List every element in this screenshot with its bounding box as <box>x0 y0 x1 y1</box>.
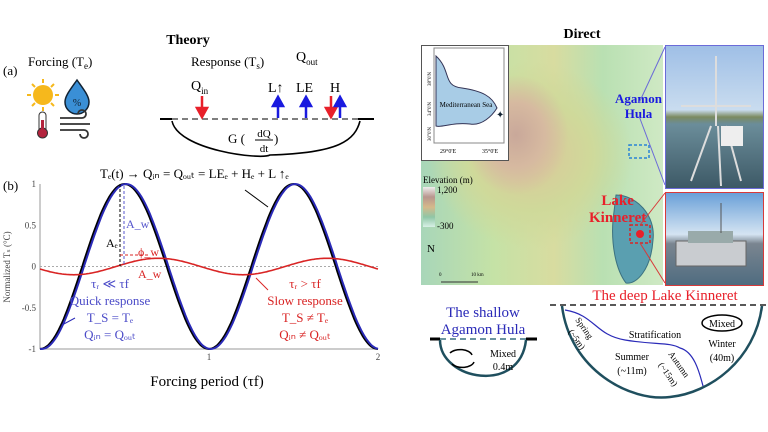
lake-kinneret-shape <box>612 194 654 284</box>
agamon-label: Agamon Hula <box>615 91 662 121</box>
elevation-max: 1,200 <box>437 185 458 195</box>
callout-lines <box>638 46 666 284</box>
winter-depth: (40m) <box>710 353 734 364</box>
l-up-label: L↑ <box>268 81 284 96</box>
svg-text:✦: ✦ <box>496 110 504 121</box>
y-tick-label: 1 <box>32 179 37 189</box>
stratification-label: Stratification <box>629 330 681 341</box>
h-label: H <box>330 81 340 96</box>
svg-text:T_S = Tₑ: T_S = Tₑ <box>87 310 134 325</box>
flux-arrows <box>194 94 348 120</box>
svg-text:τᵣ ≪ τf: τᵣ ≪ τf <box>91 276 130 291</box>
sun-icon <box>27 79 59 111</box>
agamon-station-marker <box>628 144 650 159</box>
g-close: ) <box>274 131 278 146</box>
response-label: Response (Ts) <box>191 54 264 71</box>
g-numerator: dQ <box>257 128 271 140</box>
g-label: G ( <box>228 131 245 146</box>
mediterranean-label: Mediterranean Sea <box>439 101 493 109</box>
svg-text:Quick response: Quick response <box>70 293 151 308</box>
svg-text:34°0'N: 34°0'N <box>428 102 433 116</box>
x-axis-label: Forcing period (τf) <box>150 374 264 390</box>
svg-text:29°0'E: 29°0'E <box>440 148 456 155</box>
kinneret-label: Lake Kinneret <box>589 193 647 226</box>
y-tick-label: -0.5 <box>22 303 37 313</box>
svg-text:τᵣ > τf: τᵣ > τf <box>289 276 321 291</box>
svg-text:38°0'N: 38°0'N <box>428 72 433 86</box>
forcing-label: Forcing (Te) <box>28 54 92 71</box>
water-body-diagram <box>160 118 374 158</box>
response-plot: 1 0.5 0 -0.5 -1 1 2 <box>22 179 381 362</box>
svg-text:%: % <box>73 98 81 109</box>
summer-depth: (~11m) <box>617 366 646 377</box>
y-tick-label: -1 <box>29 344 37 354</box>
quick-response-annotation: τᵣ ≪ τf Quick response T_S = Tₑ Qᵢₙ = Qₒ… <box>70 276 151 342</box>
svg-text:Qᵢₙ ≠ Qₒᵤₜ: Qᵢₙ ≠ Qₒᵤₜ <box>279 327 331 342</box>
y-tick-label: 0.5 <box>25 220 37 230</box>
shallow-mixed-label: Mixed <box>490 349 516 360</box>
series-line-1 <box>39 182 379 351</box>
y-axis-label: Normalized Tₛ (°C) <box>2 231 12 302</box>
elevation-colorbar <box>423 187 435 227</box>
equation-label: Tₑ(t) → Qᵢₙ = Qₒᵤₜ = LEₑ + Hₑ + L ↑ₑ <box>100 166 289 181</box>
deep-title: The deep Lake Kinneret <box>592 290 738 304</box>
thermometer-icon <box>37 111 48 139</box>
scale-start: 0 <box>439 273 442 278</box>
theory-title: Theory <box>166 33 210 48</box>
g-denominator: dt <box>260 143 269 155</box>
a-w-red-label: A_w <box>138 267 162 281</box>
summer-label: Summer <box>615 352 650 363</box>
series-line-2 <box>39 257 379 276</box>
svg-text:Qᵢₙ = Qₒᵤₜ: Qᵢₙ = Qₒᵤₜ <box>84 327 136 342</box>
q-out-label: Qout <box>296 50 318 67</box>
panel-a-label: (a) <box>3 63 17 78</box>
elevation-min: -300 <box>437 221 454 231</box>
a-e-label: Aₑ <box>106 236 118 250</box>
phi-w-label: ϕ_w <box>138 245 159 259</box>
svg-text:T_S ≠ Tₑ: T_S ≠ Tₑ <box>282 310 329 325</box>
svg-text:Slow response: Slow response <box>267 293 343 308</box>
x-tick-label: 2 <box>376 352 381 362</box>
kinneret-station-marker <box>636 230 644 238</box>
x-tick-label: 1 <box>207 352 212 362</box>
wind-icon <box>60 109 90 139</box>
basin-diagrams: The shallow Agamon Hula Mixed 0.4m The d… <box>430 290 768 399</box>
theory-panel: Theory (a) Forcing (Te) % Response (Ts) … <box>2 33 381 390</box>
q-in-label: Qin <box>191 79 209 96</box>
le-label: LE <box>296 81 313 96</box>
location-inset-map: ✦ 38°0'N 34°0'N 30°0'N 29°0'E 35°0'E Med… <box>421 45 509 161</box>
svg-text:35°0'E: 35°0'E <box>482 148 498 155</box>
shallow-depth-label: 0.4m <box>493 362 514 373</box>
y-tick-label: 0 <box>32 262 37 272</box>
agamon-station-photo <box>665 45 764 189</box>
panel-b-label: (b) <box>3 178 18 193</box>
winter-mixed-label: Mixed <box>709 319 735 330</box>
humidity-drop-icon: % <box>64 78 90 115</box>
kinneret-station-photo <box>665 192 764 286</box>
winter-label: Winter <box>708 339 736 350</box>
north-arrow: N <box>427 243 435 255</box>
scale-end: 10 km <box>471 273 484 278</box>
a-w-blue-label: A_w <box>126 217 150 231</box>
svg-text:30°0'N: 30°0'N <box>428 127 433 141</box>
shallow-title-2: Agamon Hula <box>441 322 526 338</box>
shallow-title: The shallow <box>446 305 520 321</box>
elevation-legend-title: Elevation (m) <box>423 175 473 185</box>
slow-response-annotation: τᵣ > τf Slow response T_S ≠ Tₑ Qᵢₙ ≠ Qₒᵤ… <box>267 276 343 342</box>
